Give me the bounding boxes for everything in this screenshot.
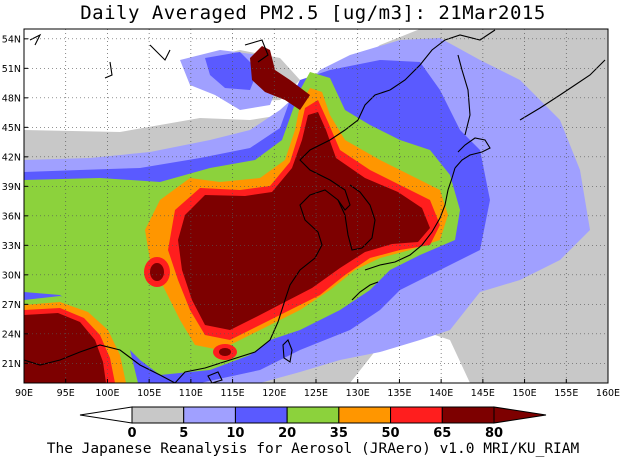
lon-tick-label: 140E (429, 388, 453, 399)
longitude-axis: 90E 95E 100E 105E 110E 115E 120E 125E 130E 135E 14… (15, 379, 620, 399)
colorbar-over-triangle (493, 406, 547, 424)
gridlines (24, 29, 608, 383)
lon-tick-label: 110E (179, 388, 203, 399)
colorbar-level-label: 5 (179, 426, 188, 441)
lat-tick-label: 51N (2, 64, 21, 75)
lat-tick-label: 30N (2, 270, 21, 281)
lon-tick-label: 100E (95, 388, 119, 399)
colorbar-box (338, 406, 392, 424)
colorbar-level-label: 35 (330, 426, 348, 441)
contour-over-80 (178, 112, 430, 330)
lon-tick-label: 120E (262, 388, 286, 399)
colorbar-level-label: 10 (226, 426, 244, 441)
lat-tick-label: 39N (2, 182, 21, 193)
contour-sw-darkred (24, 313, 106, 383)
lat-tick-label: 42N (2, 152, 21, 163)
lon-tick-label: 115E (221, 388, 245, 399)
lon-tick-label: 105E (137, 388, 161, 399)
colorbar: 0 5 10 20 35 50 65 80 (79, 406, 547, 441)
colorbar-box (131, 406, 185, 424)
colorbar-box (286, 406, 340, 424)
lon-tick-label: 95E (57, 388, 75, 399)
colorbar-box (183, 406, 236, 424)
lat-tick-label: 27N (2, 300, 21, 311)
lon-tick-label: 150E (513, 388, 537, 399)
lat-tick-label: 36N (2, 211, 21, 222)
lon-tick-label: 90E (15, 388, 33, 399)
colorbar-box (441, 406, 495, 424)
lon-tick-label: 155E (554, 388, 578, 399)
lon-tick-label: 130E (346, 388, 370, 399)
contour-20-35-north (205, 52, 258, 90)
contour-over-80-north (250, 46, 310, 110)
lon-tick-label: 135E (387, 388, 411, 399)
lon-tick-label: 145E (471, 388, 495, 399)
colorbar-level-label: 0 (127, 426, 136, 441)
contour-hotspot-south-darkred (219, 348, 231, 356)
lat-tick-label: 54N (2, 34, 21, 45)
colorbar-level-label: 50 (382, 426, 400, 441)
concentration-field (24, 29, 608, 383)
coastlines (24, 29, 606, 383)
colorbar-box (390, 406, 443, 424)
lon-tick-label: 160E (596, 388, 620, 399)
lat-tick-label: 45N (2, 123, 21, 134)
colorbar-box (234, 406, 288, 424)
map-title: Daily Averaged PM2.5 [ug/m3]: 21Mar2015 (80, 2, 546, 24)
lat-tick-label: 33N (2, 241, 21, 252)
lat-tick-label: 48N (2, 93, 21, 104)
colorbar-level-label: 80 (485, 426, 503, 441)
contour-hotspot-sichuan-darkred (150, 263, 164, 281)
data-credit: The Japanese Reanalysis for Aerosol (JRA… (46, 441, 580, 457)
lat-tick-label: 24N (2, 329, 21, 340)
colorbar-level-label: 20 (278, 426, 296, 441)
lat-tick-label: 21N (2, 359, 21, 370)
colorbar-under-triangle (79, 406, 133, 424)
lon-tick-label: 125E (304, 388, 328, 399)
latitude-axis: 21N 24N 27N 30N 33N 36N 39N 42N 45N 48N 51N 54N (2, 34, 28, 370)
colorbar-level-label: 65 (433, 426, 451, 441)
